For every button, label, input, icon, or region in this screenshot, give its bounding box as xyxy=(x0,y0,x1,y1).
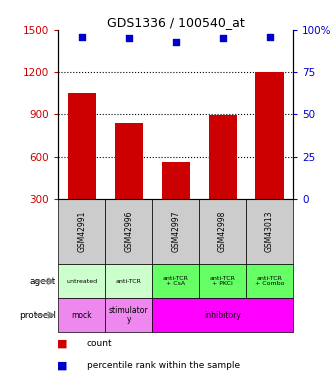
Text: GSM43013: GSM43013 xyxy=(265,211,274,252)
Text: anti-TCR: anti-TCR xyxy=(116,279,142,284)
Bar xyxy=(152,199,199,264)
Text: untreated: untreated xyxy=(66,279,97,284)
Bar xyxy=(246,199,293,264)
Bar xyxy=(152,264,199,298)
Point xyxy=(126,35,131,41)
Bar xyxy=(152,298,293,332)
Bar xyxy=(208,115,237,199)
Text: anti-TCR
+ PKCi: anti-TCR + PKCi xyxy=(210,276,235,286)
Bar xyxy=(246,264,293,298)
Bar xyxy=(115,123,143,199)
Bar xyxy=(58,298,105,332)
Text: anti-TCR
+ CsA: anti-TCR + CsA xyxy=(163,276,188,286)
Bar xyxy=(199,199,246,264)
Title: GDS1336 / 100540_at: GDS1336 / 100540_at xyxy=(107,16,244,29)
Text: anti-TCR
+ Combo: anti-TCR + Combo xyxy=(255,276,284,286)
Bar xyxy=(255,72,284,199)
Text: ■: ■ xyxy=(57,339,67,349)
Text: GSM42998: GSM42998 xyxy=(218,211,227,252)
Bar xyxy=(105,298,152,332)
Bar xyxy=(68,93,96,199)
Point xyxy=(220,35,225,41)
Text: mock: mock xyxy=(72,310,92,320)
Bar xyxy=(105,199,152,264)
Text: agent: agent xyxy=(30,277,56,286)
Bar xyxy=(58,264,105,298)
Bar xyxy=(162,162,190,199)
Point xyxy=(173,39,178,45)
Text: stimulator
y: stimulator y xyxy=(109,306,149,324)
Text: ■: ■ xyxy=(57,360,67,370)
Text: count: count xyxy=(87,339,112,348)
Text: GSM42996: GSM42996 xyxy=(124,211,133,252)
Bar xyxy=(105,264,152,298)
Text: inhibitory: inhibitory xyxy=(204,310,241,320)
Text: GSM42991: GSM42991 xyxy=(77,211,86,252)
Point xyxy=(267,34,272,40)
Text: GSM42997: GSM42997 xyxy=(171,211,180,252)
Bar xyxy=(58,199,105,264)
Bar xyxy=(199,264,246,298)
Text: protocol: protocol xyxy=(19,310,56,320)
Point xyxy=(79,34,84,40)
Text: percentile rank within the sample: percentile rank within the sample xyxy=(87,361,240,370)
